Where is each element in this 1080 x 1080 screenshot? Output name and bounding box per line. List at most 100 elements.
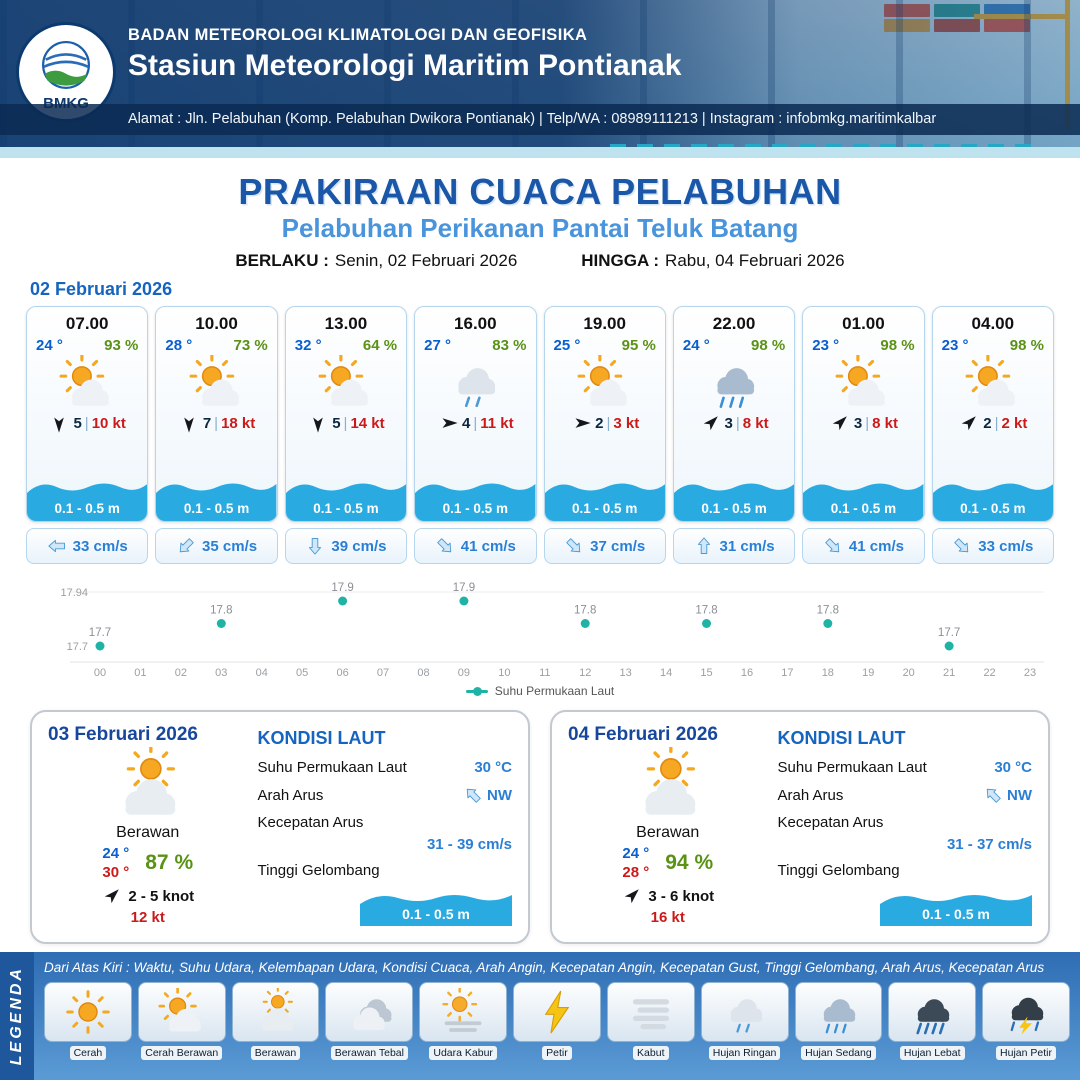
wave-height-band: 0.1 - 0.5 m [803,475,924,521]
weather-icon [444,355,506,411]
legend-label: Petir [542,1046,572,1060]
legend-item: Cerah Berawan [137,982,226,1074]
chart-legend: Suhu Permukaan Laut [30,684,1050,698]
svg-text:02: 02 [175,667,187,679]
address-band: Alamat : Jln. Pelabuhan (Komp. Pelabuhan… [0,104,1080,135]
forecast-card: 16.00 27 ° 83 % 4 | 11 kt 0.1 - 0.5 m 41… [414,306,537,564]
legend-main: Dari Atas Kiri : Waktu, Suhu Udara, Kele… [34,952,1080,1080]
legend-item: Hujan Petir [982,982,1070,1074]
wind-separator: | [343,414,348,432]
wind-separator: | [84,414,89,432]
daily-wind-direction-icon [621,885,643,907]
daily-wave-badge: 0.1 - 0.5 m [880,886,1032,926]
wave-shape-icon [285,483,407,521]
daily-wave-height: 0.1 - 0.5 m [922,906,990,922]
sst-row: Suhu Permukaan Laut 30 °C [778,759,1032,776]
legend-item: Hujan Lebat [888,982,977,1074]
hingga: HINGGA : Rabu, 04 Februari 2026 [581,251,844,271]
weather-icon [574,355,636,411]
sst-value: 30 °C [474,759,512,776]
forecast-card-body: 13.00 32 ° 64 % 5 | 14 kt 0.1 - 0.5 m [284,306,408,522]
forecast-time: 10.00 [195,314,238,333]
weather-icon [962,355,1024,411]
wave-height-label-row: Tinggi Gelombang [778,862,1032,879]
current-direction-icon [305,536,325,556]
berlaku-value: Senin, 02 Februari 2026 [334,251,518,270]
series-label: Suhu Permukaan Laut [494,684,615,698]
wave-shape-icon [544,483,665,521]
air-temperature: 28 ° [165,337,193,354]
temp-humidity-row: 24 ° 93 % [27,334,147,354]
current-chip: 33 cm/s [931,528,1054,564]
daily-wind-speed: 2 - 5 knot [128,887,195,905]
forecast-time: 13.00 [324,314,368,333]
current-chip: 41 cm/s [414,528,537,564]
wave-height-label-row: Tinggi Gelombang [258,862,512,879]
wave-height: 0.1 - 0.5 m [701,501,767,516]
legend-item: Kabut [606,982,695,1074]
forecast-card-body: 04.00 23 ° 98 % 2 | 2 kt 0.1 - 0.5 m [931,306,1054,522]
forecast-card: 01.00 23 ° 98 % 3 | 8 kt 0.1 - 0.5 m 41 … [802,306,925,564]
wave-shape-icon [415,483,536,521]
svg-text:10: 10 [498,667,510,679]
wind-direction-icon [958,412,980,434]
daily-humidity: 87 % [145,851,194,874]
legend-weather-icon [63,988,113,1036]
current-speed: 33 cm/s [978,537,1034,555]
forecast-card-body: 10.00 28 ° 73 % 7 | 18 kt 0.1 - 0.5 m [155,306,278,522]
svg-text:17.7: 17.7 [938,627,960,639]
temp-min: 24 ° [102,845,130,862]
svg-text:19: 19 [862,667,874,679]
daily-wave-height: 0.1 - 0.5 m [402,906,470,922]
wind-speed: 2 [595,414,604,432]
current-direction-icon [564,536,584,556]
current-speed: 41 cm/s [848,537,904,555]
forecast-card: 13.00 32 ° 64 % 5 | 14 kt 0.1 - 0.5 m 39… [284,306,408,564]
svg-text:03: 03 [215,667,227,679]
legend-label: Udara Kabur [429,1046,497,1060]
temp-humidity-row: 23 ° 98 % [933,334,1053,354]
svg-text:08: 08 [417,667,429,679]
legend-icon-box [794,982,883,1042]
wind-row: 3 | 8 kt [700,412,769,434]
temp-max: 30 ° [102,864,130,881]
daily-wind-direction-icon [101,885,123,907]
humidity: 98 % [1009,337,1044,354]
wind-row: 2 | 2 kt [958,412,1027,434]
temp-max: 28 ° [622,864,650,881]
humidity: 73 % [233,337,268,354]
legend-strip: LEGENDA Dari Atas Kiri : Waktu, Suhu Uda… [0,952,1080,1080]
bmkg-logo-icon: BMKG [42,40,90,112]
legend-label: Hujan Petir [996,1046,1056,1060]
legend-item: Udara Kabur [419,982,508,1074]
current-direction-value: NW [1007,786,1032,804]
weather-icon [186,355,248,411]
daily-wave-badge: 0.1 - 0.5 m [360,886,512,926]
daily-temp-range: 24 ° 28 ° [622,845,649,881]
current-speed-label: Kecepatan Arus [777,814,884,831]
current-direction-row: Arah Arus NW [258,785,512,805]
wind-speed: 3 [724,414,733,432]
current-chip: 37 cm/s [543,528,666,564]
agency-name: BADAN METEOROLOGI KLIMATOLOGI DAN GEOFIS… [128,26,588,44]
wind-separator: | [735,414,740,432]
wind-speed: 4 [462,414,471,432]
forecast-card: 22.00 24 ° 98 % 3 | 8 kt 0.1 - 0.5 m 31 … [672,306,796,564]
humidity: 93 % [104,337,139,354]
air-temperature: 27 ° [424,337,451,354]
temp-humidity-row: 32 ° 64 % [286,334,406,354]
svg-text:17.8: 17.8 [574,605,596,617]
weather-icon [832,355,894,411]
air-temperature: 25 ° [553,337,581,354]
temp-humidity-row: 23 ° 98 % [803,334,923,354]
legend-weather-icon [1001,988,1051,1036]
current-chip: 33 cm/s [26,528,149,564]
forecast-time: 01.00 [842,314,885,333]
svg-text:23: 23 [1024,667,1036,679]
wind-gust: 14 kt [350,414,385,432]
current-speed-value-row: 31 - 39 cm/s [258,836,512,853]
daily-date: 04 Februari 2026 [568,724,718,745]
svg-text:17.8: 17.8 [695,605,717,617]
wave-height-band: 0.1 - 0.5 m [156,475,277,521]
current-speed: 35 cm/s [202,537,258,555]
